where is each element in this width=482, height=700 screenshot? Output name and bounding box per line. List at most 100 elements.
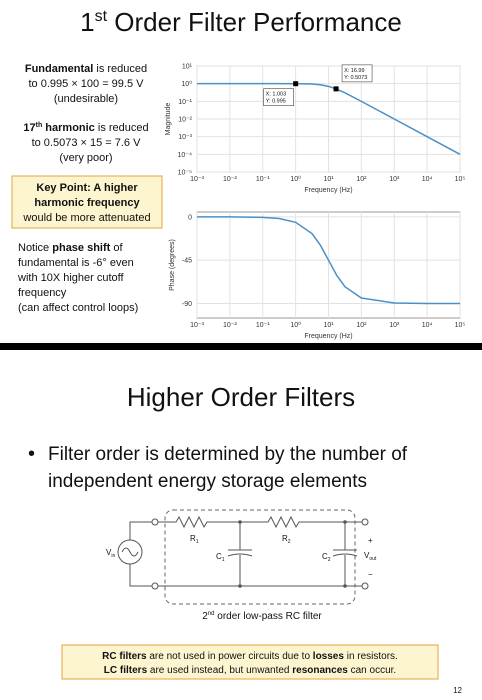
label: C1	[216, 552, 225, 563]
text-run: th	[36, 122, 43, 129]
text-run: RC filters	[102, 651, 147, 662]
terminal	[151, 518, 159, 526]
text: LC filters are used instead, but unwante…	[104, 665, 396, 676]
text-run: R	[190, 534, 196, 543]
datatip-label: X: 1.003	[266, 92, 287, 98]
note-2: 17th harmonic is reduced to 0.5073 × 15 …	[23, 122, 148, 164]
text: fundamental is -6° even	[18, 257, 134, 269]
text-run: V	[364, 551, 370, 560]
charts: 10⁻³ 10⁻² 10⁻¹ 10⁰ 10¹ 10² 10³ 10⁴ 10⁵ 10¹ 10⁰ 10⁻¹…	[165, 64, 465, 341]
wires	[129, 515, 362, 587]
key-point-box	[11, 175, 163, 229]
note-box	[61, 644, 439, 680]
bullet: •	[28, 443, 35, 465]
text: to 0.5073 × 15 = 7.6 V	[32, 137, 142, 149]
x-tick-label: 10⁻³	[190, 176, 204, 183]
x-tick-label: 10⁴	[422, 322, 433, 329]
x-tick-label: 10³	[389, 322, 400, 329]
caption: 2nd order low-pass RC filter	[202, 611, 322, 622]
text-run: can occur.	[348, 665, 396, 676]
text-run: Fundamental	[25, 63, 93, 75]
series-line	[196, 216, 461, 305]
y-tick-label: 10⁻¹	[178, 99, 192, 106]
y-tick-label: -90	[182, 301, 192, 308]
text-run: Notice	[18, 242, 52, 254]
text-run: is reduced	[95, 122, 149, 134]
text: Notice phase shift of	[18, 242, 124, 254]
text: Fundamental is reduced	[25, 63, 147, 75]
text-run: order low-pass RC filter	[214, 611, 322, 622]
text-run: 2	[328, 557, 331, 563]
text: would be more attenuated	[22, 212, 150, 224]
x-tick-label: 10⁵	[455, 176, 466, 183]
x-tick-label: 10⁻¹	[256, 322, 270, 329]
datatip-marker	[333, 86, 339, 92]
text: (can affect control loops)	[18, 302, 138, 314]
text-run: in	[111, 553, 115, 559]
y-tick-label: -45	[182, 258, 192, 265]
x-axis-label: Frequency (Hz)	[304, 187, 352, 194]
label: C2	[322, 552, 331, 563]
x-tick-label: 10⁵	[455, 322, 466, 329]
terminal	[361, 518, 369, 526]
series-line	[197, 82, 461, 155]
text-run: out	[369, 556, 377, 562]
key-point: Key Point: A higher harmonic frequency w…	[22, 182, 150, 224]
y-tick-label: 10¹	[182, 64, 193, 71]
text: RC filters are not used in power circuit…	[102, 651, 398, 662]
page-number: 12	[453, 686, 462, 695]
text-run: nd	[208, 611, 215, 617]
label: R1	[190, 534, 199, 545]
label: −	[368, 570, 373, 579]
text-run: R	[282, 534, 288, 543]
text: (very poor)	[59, 152, 112, 164]
text-run: C	[216, 552, 222, 561]
note: RC filters are not used in power circuit…	[102, 651, 398, 676]
text-run: harmonic	[42, 122, 95, 134]
text-run: are used instead, but unwanted	[147, 665, 292, 676]
text-run: st	[95, 8, 108, 25]
x-tick-label: 10⁻³	[190, 322, 204, 329]
x-tick-label: 10⁻²	[223, 322, 237, 329]
label: Vout	[364, 551, 377, 562]
note-1: Fundamental is reduced to 0.995 × 100 = …	[25, 63, 147, 105]
text-run: 1	[80, 7, 94, 37]
y-tick-label: 10⁻³	[178, 134, 192, 141]
text-run: is reduced	[93, 63, 147, 75]
label: Vin	[106, 548, 115, 559]
datatip-marker	[293, 81, 299, 87]
text-run: 17	[23, 122, 35, 134]
x-tick-label: 10⁻¹	[256, 176, 270, 183]
bullet-line: Filter order is determined by the number…	[48, 444, 408, 465]
x-tick-label: 10⁰	[290, 175, 301, 183]
x-axis-label: Frequency (Hz)	[304, 333, 352, 340]
x-tick-label: 10³	[389, 176, 400, 183]
circuit: R1 R2 C1 C2 Vin Vout + − 2nd order low-p…	[106, 509, 377, 622]
slide-title: 1st Order Filter Performance	[80, 7, 402, 37]
text-run: V	[106, 548, 112, 557]
x-tick-label: 10²	[356, 322, 367, 329]
x-tick-label: 10⁰	[290, 321, 301, 329]
text-run: 2	[202, 611, 208, 622]
text: to 0.995 × 100 = 99.5 V	[29, 78, 145, 90]
node	[238, 584, 242, 588]
y-tick-label: 10⁰	[181, 80, 192, 88]
text: harmonic frequency	[34, 197, 140, 209]
text: (undesirable)	[54, 93, 118, 105]
datatip-label: Y: 0.995	[266, 99, 286, 105]
x-tick-label: 10¹	[323, 176, 334, 183]
dashed-box	[164, 509, 356, 605]
x-tick-label: 10²	[356, 176, 367, 183]
x-tick-label: 10⁻²	[223, 176, 237, 183]
text-run: 1	[222, 557, 225, 563]
text-run: losses	[313, 651, 345, 662]
y-tick-label: 10⁻⁴	[178, 152, 193, 159]
terminal	[151, 582, 159, 590]
text-run: are not used in power circuits due to	[147, 651, 313, 662]
source	[117, 539, 143, 565]
datatip-label: Y: 0.5073	[344, 75, 367, 81]
section-title: Higher Order Filters	[127, 382, 355, 412]
text-run: of	[110, 242, 123, 254]
datatip-label: X: 16.99	[344, 68, 365, 74]
